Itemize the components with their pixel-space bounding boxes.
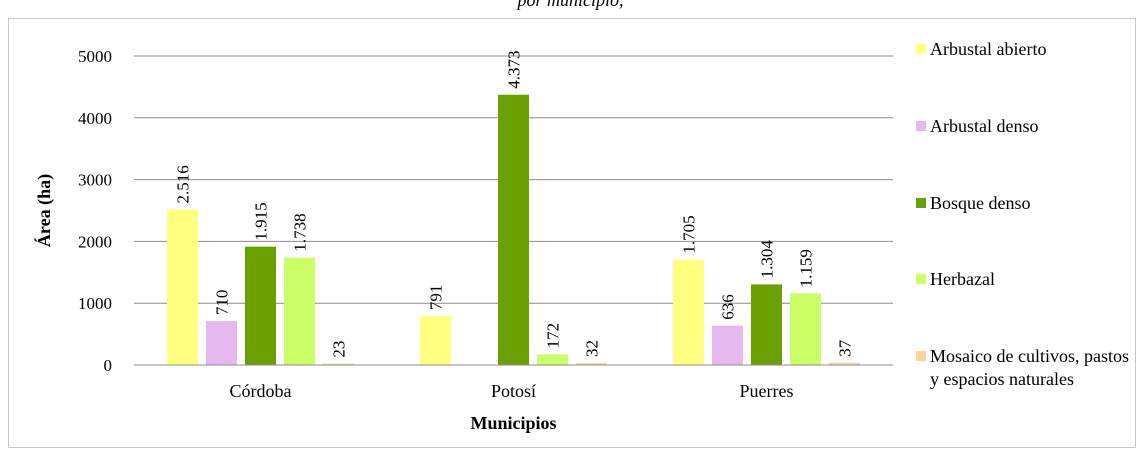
chart-frame xyxy=(8,18,1136,448)
y-axis-ticks: 0 1000 2000 3000 4000 5000 xyxy=(78,47,112,375)
bar xyxy=(420,316,451,365)
legend-swatch xyxy=(916,198,926,208)
bar xyxy=(206,321,237,365)
bar xyxy=(576,363,607,365)
legend-swatch xyxy=(916,44,926,54)
x-axis-title: Municipios xyxy=(470,413,556,433)
chart-title-partial: por municipio, xyxy=(517,0,624,10)
bar xyxy=(245,246,276,365)
y-tick-label: 3000 xyxy=(78,171,112,190)
data-labels: 2.516 710 1.915 1.738 23 791 4.373 172 32 1.705 63… xyxy=(174,50,855,357)
y-tick-label: 1000 xyxy=(78,294,112,313)
data-label: 4.373 xyxy=(505,50,524,88)
y-tick-label: 4000 xyxy=(78,109,112,128)
data-label: 2.516 xyxy=(174,165,193,203)
legend-swatch xyxy=(916,121,926,131)
bar xyxy=(167,209,198,365)
bar xyxy=(537,354,568,365)
legend-swatch xyxy=(916,351,926,361)
x-axis-ticks: Córdoba Potosí Puerres xyxy=(230,381,794,401)
data-label: 791 xyxy=(427,285,446,311)
legend-item: Arbustal denso xyxy=(916,115,1130,138)
legend-item: Mosaico de cultivos, pastos y espacios n… xyxy=(916,345,1130,391)
legend-label: Arbustal denso xyxy=(930,116,1039,136)
data-label: 1.705 xyxy=(680,215,699,253)
data-label: 1.304 xyxy=(758,240,777,279)
legend-item: Arbustal abierto xyxy=(916,38,1130,61)
x-tick-label: Córdoba xyxy=(230,381,292,401)
data-label: 23 xyxy=(330,341,349,358)
x-tick-label: Potosí xyxy=(491,381,536,401)
bar xyxy=(284,257,315,365)
bars xyxy=(167,94,860,365)
bar xyxy=(790,293,821,365)
bar xyxy=(673,259,704,365)
data-label: 1.159 xyxy=(797,249,816,287)
data-label: 37 xyxy=(836,339,855,357)
y-tick-label: 5000 xyxy=(78,47,112,66)
bar xyxy=(712,325,743,365)
legend-item: Bosque denso xyxy=(916,192,1130,215)
x-tick-label: Puerres xyxy=(740,381,794,401)
data-label: 172 xyxy=(544,323,563,349)
bar xyxy=(751,284,782,365)
legend-swatch xyxy=(916,274,926,284)
y-tick-label: 0 xyxy=(104,356,113,375)
data-label: 1.738 xyxy=(291,213,310,251)
legend-label: Bosque denso xyxy=(930,193,1031,213)
legend-label: Mosaico de cultivos, pastos y espacios n… xyxy=(930,346,1129,389)
data-label: 1.915 xyxy=(252,202,271,240)
bar xyxy=(498,94,529,365)
data-label: 636 xyxy=(719,294,738,320)
legend-label: Herbazal xyxy=(930,269,995,289)
y-tick-label: 2000 xyxy=(78,232,112,251)
y-axis-title: Área (ha) xyxy=(33,174,55,247)
data-label: 710 xyxy=(213,290,232,316)
bar xyxy=(323,363,354,365)
legend-item: Herbazal xyxy=(916,268,1130,291)
bar xyxy=(829,362,860,365)
legend-label: Arbustal abierto xyxy=(930,39,1047,59)
data-label: 32 xyxy=(583,340,602,357)
